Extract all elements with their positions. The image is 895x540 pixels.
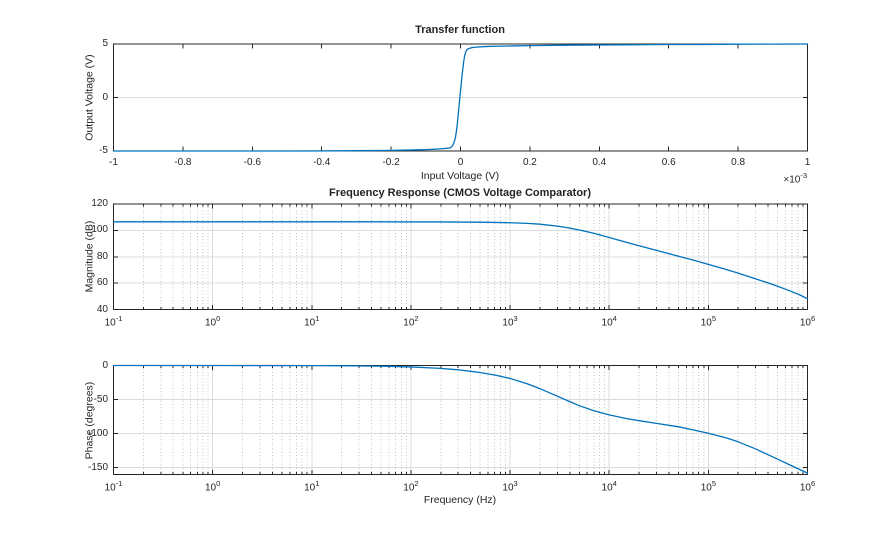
- input-voltage-axis-label: Input Voltage (V): [420, 170, 500, 182]
- magnitude-curve: [112, 221, 809, 300]
- multiplier-base: ×10: [783, 174, 801, 186]
- magnitude-x-tick-label: 101: [304, 314, 320, 329]
- transfer-x-tick-label: 0: [457, 156, 464, 168]
- phase-minor-grid: [142, 365, 804, 475]
- transfer-x-tick-label: -1: [109, 156, 118, 168]
- magnitude-x-tick-label: 103: [502, 314, 518, 329]
- transfer-x-tick-label: -0.2: [382, 156, 400, 168]
- phase-x-tick-label: 104: [601, 479, 617, 494]
- transfer-x-tick-label: -0.4: [313, 156, 331, 168]
- transfer-x-tick-label: 0.4: [592, 156, 607, 168]
- phase-x-tick-label: 10-1: [104, 479, 123, 494]
- transfer-x-tick-label: 0.6: [661, 156, 676, 168]
- magnitude-x-tick-label: 100: [204, 314, 221, 329]
- transfer-x-tick-label: -0.6: [243, 156, 261, 168]
- transfer-plot-title: Transfer function: [415, 24, 505, 36]
- transfer-y-tick-label: 0: [102, 91, 108, 103]
- phase-x-tick-label: 103: [502, 479, 518, 494]
- frequency-axis-label: Frequency (Hz): [423, 494, 497, 506]
- transfer-x-tick-label: 0.2: [522, 156, 537, 168]
- phase-x-tick-label: 102: [403, 479, 419, 494]
- transfer-x-tick-label: -0.8: [174, 156, 192, 168]
- phase-x-tick-label: 105: [700, 479, 716, 494]
- frequency-response-title: Frequency Response (CMOS Voltage Compara…: [328, 187, 591, 199]
- transfer-curve: [112, 43, 809, 152]
- phase-curve: [112, 364, 809, 474]
- phase-y-tick-label: -100: [87, 427, 108, 439]
- magnitude-x-tick-label: 102: [403, 314, 419, 329]
- magnitude-y-tick-label: 60: [96, 277, 108, 289]
- transfer-y-tick-label: -5: [99, 145, 108, 156]
- transfer-y-tick-label: 5: [102, 38, 108, 49]
- magnitude-x-tick-label: 105: [700, 314, 716, 329]
- magnitude-y-tick-label: 100: [91, 224, 108, 236]
- magnitude-x-tick-label: 104: [601, 314, 617, 329]
- phase-y-tick-label: 0: [102, 359, 108, 371]
- phase-x-tick-label: 106: [799, 479, 816, 494]
- phase-y-tick-label: -50: [93, 393, 108, 405]
- phase-x-tick-label: 100: [204, 479, 221, 494]
- magnitude-x-tick-label: 106: [799, 314, 816, 329]
- magnitude-y-tick-label: 80: [96, 250, 108, 262]
- phase-x-tick-label: 101: [304, 479, 320, 494]
- magnitude-x-tick-label: 10-1: [104, 314, 123, 329]
- phase-axes-box: [112, 364, 809, 476]
- magnitude-plot: [112, 203, 809, 311]
- transfer-x-tick-label: 1: [804, 156, 811, 168]
- phase-plot: [112, 364, 809, 476]
- x-axis-multiplier: ×10-3: [737, 169, 807, 186]
- transfer-x-tick-label: 0.8: [731, 156, 746, 168]
- phase-y-tick-label: -150: [87, 461, 108, 473]
- magnitude-y-tick-label: 120: [91, 198, 108, 209]
- magnitude-y-tick-label: 40: [96, 303, 108, 315]
- multiplier-exponent: -3: [800, 171, 807, 180]
